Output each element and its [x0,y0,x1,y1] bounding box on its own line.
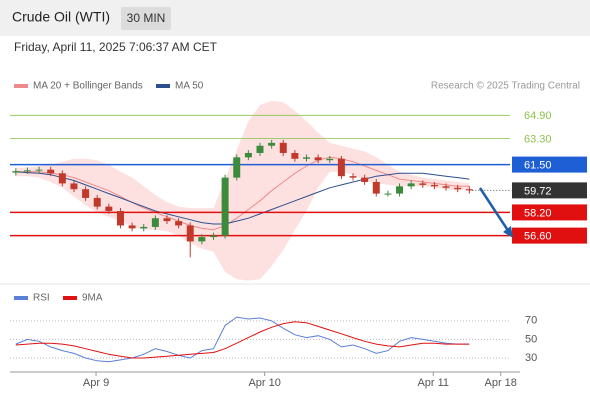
candle-body [465,189,473,191]
price-tag-label: 59.72 [524,185,552,197]
y-tick-label: 30 [525,352,537,364]
legend-label: MA 50 [175,81,204,92]
interval-badge[interactable] [121,7,171,30]
candle-body [384,193,392,195]
forecast-arrow [478,187,511,233]
candle-body [326,158,334,161]
indicator-line [15,316,470,363]
candle-body [244,152,252,158]
level-label: 56.60 [524,231,552,243]
candle-body [23,170,31,172]
legend-label: RSI [33,293,50,304]
candle-body [93,197,101,207]
candle-body [454,187,462,190]
y-tick-label: 70 [525,315,537,327]
candle-body [314,157,322,161]
candle-body [47,169,55,174]
candle-body [291,152,299,159]
arrow-head [503,226,513,238]
level-tag [512,156,587,173]
credit: Research © 2025 Trading Central [431,81,580,92]
x-tick-label: Apr 9 [83,377,109,389]
price-tag [512,182,587,199]
candle-body [268,142,276,146]
candle-body [419,183,427,185]
candle-body [233,157,241,178]
legend-swatch [14,84,28,88]
timestamp: Friday, April 11, 2025 7:06:37 AM CET [14,40,218,54]
moving-average [15,156,470,231]
x-tick-label: Apr 18 [484,377,516,389]
candle-body [163,218,171,222]
x-tick-label: Apr 10 [248,377,280,389]
candle-body [361,177,369,182]
candle-body [12,171,20,173]
indicator-line [15,321,470,359]
x-tick-label: Apr 11 [417,377,449,389]
candle-body [407,183,415,187]
level-label: 64.90 [524,110,552,122]
candle-body [151,218,159,227]
level-tag [512,204,587,221]
candle-body [210,235,217,238]
level-label: 58.20 [524,207,552,219]
candle-body [140,226,148,229]
candle-body [186,225,194,242]
y-tick-label: 50 [525,333,537,345]
interval-label[interactable]: 30 MIN [127,11,166,25]
level-tag [512,227,587,244]
candle-body [372,181,380,194]
legend-label: 9MA [82,293,103,304]
legend-swatch [14,296,28,300]
candle-body [175,221,183,226]
legend-label: MA 20 + Bollinger Bands [33,81,143,92]
candle-body [279,142,287,153]
candle-body [303,157,310,159]
candle-body [105,206,113,211]
candle-body [337,158,345,177]
candle-body [35,169,43,171]
candle-body [430,184,438,187]
candle-body [70,183,78,190]
instrument-title: Crude Oil (WTI) [12,9,110,25]
bollinger-band [15,100,470,281]
candle-body [442,186,450,188]
candle-body [221,177,229,236]
legend-swatch [63,296,77,300]
level-label: 63.30 [524,133,552,145]
candle-body [82,189,90,198]
candle-body [349,176,357,178]
level-label: 61.50 [524,159,552,171]
legend-swatch [156,84,170,88]
header-bar [0,0,590,36]
candle-body [58,173,66,184]
candle-body [116,210,124,226]
moving-average [15,171,470,225]
candle-body [128,225,136,229]
candle-body [396,186,404,194]
candle-body [256,145,264,153]
candle-body [198,237,206,242]
